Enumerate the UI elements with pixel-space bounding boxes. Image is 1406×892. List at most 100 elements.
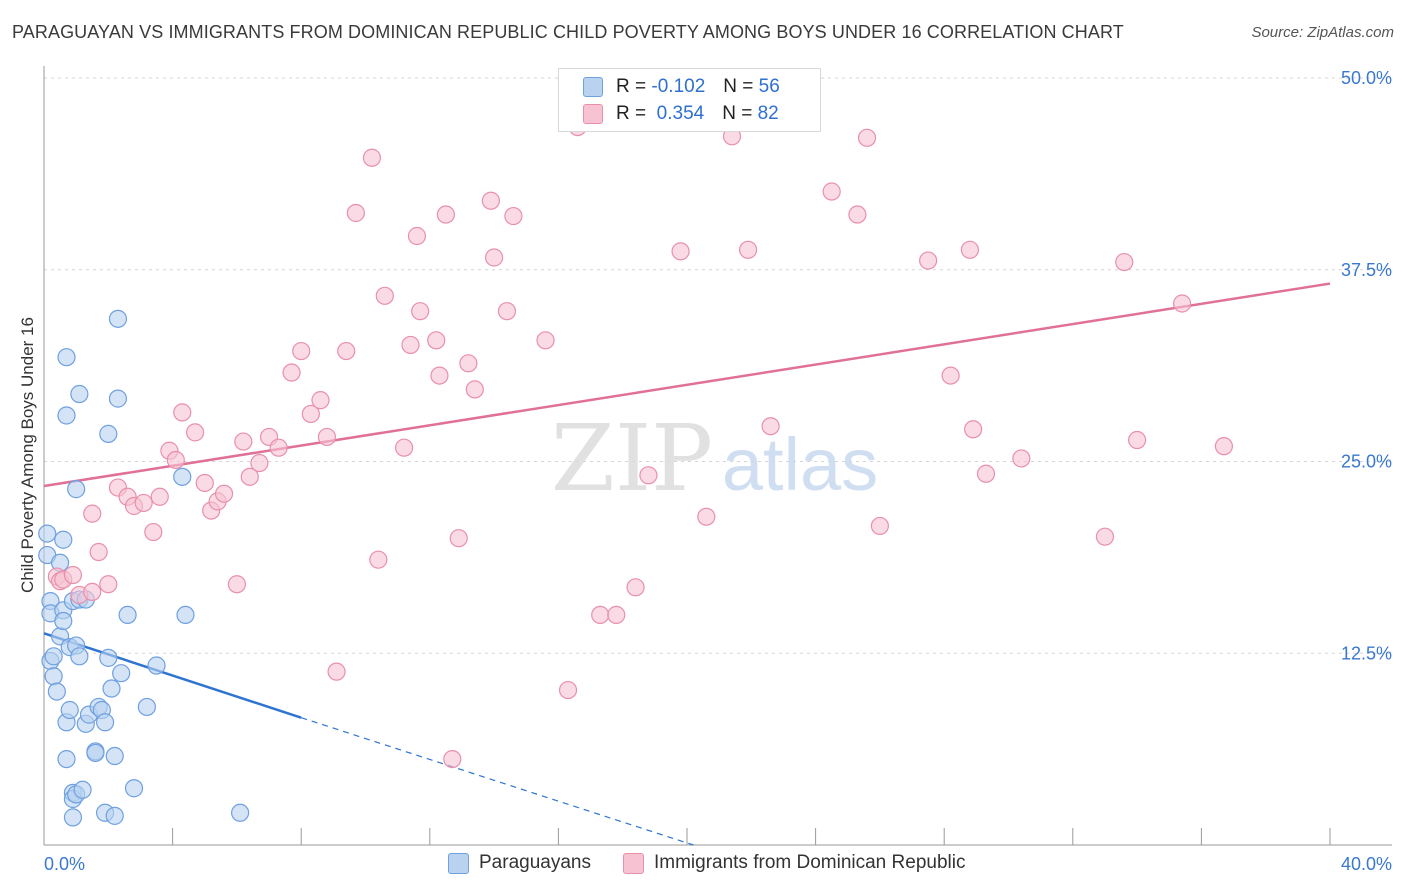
paraguayan-point bbox=[63, 808, 83, 827]
dominican-point bbox=[63, 565, 83, 585]
dominican-point bbox=[485, 248, 504, 267]
axes bbox=[43, 66, 1392, 846]
paraguayan-trend-extension bbox=[301, 717, 694, 846]
paraguayan-point bbox=[137, 697, 156, 717]
paraguayan-point bbox=[105, 806, 124, 825]
dominican-point bbox=[411, 302, 430, 321]
dominican-point bbox=[626, 578, 645, 597]
dominican-point bbox=[558, 680, 578, 700]
paraguayan-point bbox=[95, 713, 115, 732]
watermark-zip: ZIP bbox=[551, 405, 713, 512]
dominican-point bbox=[1115, 252, 1134, 272]
dominican-point bbox=[504, 206, 523, 226]
dominican-point bbox=[857, 128, 877, 147]
dominican-point bbox=[964, 420, 983, 439]
paraguayan-point bbox=[44, 667, 63, 686]
legend-row-paraguayans: R = -0.102 N = 56 bbox=[583, 75, 780, 99]
dominican-point bbox=[234, 432, 253, 451]
data-points bbox=[38, 117, 1234, 827]
paraguayan-point bbox=[99, 648, 118, 667]
dominican-point bbox=[301, 404, 320, 424]
dominican-point bbox=[401, 335, 420, 355]
legend-swatch-pink bbox=[583, 104, 603, 124]
paraguayan-point bbox=[54, 530, 73, 549]
paraguayan-point bbox=[112, 664, 131, 683]
dominican-point bbox=[497, 302, 517, 321]
legend-row-dominican: R = 0.354 N = 82 bbox=[583, 102, 779, 126]
dominican-point bbox=[738, 240, 758, 259]
dominican-point bbox=[671, 242, 690, 261]
dominican-point bbox=[822, 182, 841, 201]
legend-swatch-pink bbox=[622, 852, 644, 874]
dominican-point bbox=[337, 341, 356, 361]
trend-lines bbox=[43, 282, 1331, 846]
paraguayan-point bbox=[57, 348, 76, 367]
dominican-point bbox=[591, 605, 610, 625]
dominican-point bbox=[362, 148, 382, 167]
dominican-point bbox=[436, 205, 455, 224]
y-tick-label: 37.5% bbox=[1341, 260, 1392, 280]
paraguayan-point bbox=[102, 679, 121, 698]
dominican-point bbox=[848, 205, 867, 224]
dominican-point bbox=[214, 484, 234, 503]
dominican-point bbox=[607, 605, 626, 625]
paraguayan-point bbox=[231, 803, 250, 822]
paraguayan-point bbox=[38, 524, 57, 543]
paraguayan-point bbox=[105, 746, 124, 766]
legend-item-paraguayans: Paraguayans bbox=[448, 852, 591, 874]
dominican-point bbox=[195, 473, 214, 493]
paraguayan-point bbox=[60, 700, 79, 720]
dominican-point bbox=[639, 466, 658, 485]
series-legend: Paraguayans Immigrants from Dominican Re… bbox=[448, 852, 997, 874]
dominican-point bbox=[269, 438, 288, 457]
dominican-point bbox=[134, 493, 153, 513]
y-tick-label: 50.0% bbox=[1341, 68, 1392, 88]
dominican-point bbox=[1127, 430, 1147, 450]
paraguayan-point bbox=[67, 480, 86, 499]
paraguayan-point bbox=[124, 779, 144, 798]
dominican-point bbox=[465, 380, 484, 399]
dominican-point bbox=[394, 438, 414, 457]
legend-n-label: N = bbox=[722, 103, 753, 124]
dominican-point bbox=[941, 366, 960, 385]
dominican-point bbox=[1214, 437, 1234, 456]
dominican-point bbox=[317, 427, 337, 447]
chart-title: PARAGUAYAN VS IMMIGRANTS FROM DOMINICAN … bbox=[12, 22, 1124, 42]
dominican-point bbox=[83, 582, 102, 601]
paraguayan-point bbox=[44, 647, 63, 666]
dominican-point bbox=[282, 363, 301, 382]
dominican-point bbox=[186, 423, 205, 442]
dominican-point bbox=[430, 366, 449, 385]
legend-r-value: 0.354 bbox=[656, 103, 705, 124]
dominican-point bbox=[960, 240, 980, 259]
paraguayan-point bbox=[118, 605, 137, 625]
paraguayan-point bbox=[70, 647, 89, 666]
paraguayan-point bbox=[47, 682, 66, 701]
dominican-point bbox=[89, 542, 108, 562]
paraguayan-point bbox=[54, 611, 73, 631]
dominican-point bbox=[375, 286, 394, 305]
dominican-point bbox=[227, 575, 246, 594]
dominican-point bbox=[292, 341, 311, 361]
y-tick-label: 25.0% bbox=[1341, 452, 1392, 472]
dominican-point bbox=[150, 487, 169, 506]
legend-label-dominican: Immigrants from Dominican Republic bbox=[653, 852, 966, 873]
correlation-legend: R = -0.102 N = 56 R = 0.354 N = 82 bbox=[558, 68, 821, 132]
legend-r-value: -0.102 bbox=[651, 76, 706, 97]
dominican-point bbox=[173, 403, 192, 422]
legend-label-paraguayans: Paraguayans bbox=[479, 852, 591, 873]
dominican-point bbox=[311, 391, 330, 410]
dominican-point bbox=[459, 354, 478, 373]
legend-r-label: R = bbox=[616, 76, 647, 97]
dominican-point bbox=[83, 504, 102, 523]
paraguayan-trend-line bbox=[43, 632, 302, 719]
dominican-point bbox=[144, 522, 163, 542]
chart-source: Source: ZipAtlas.com bbox=[1251, 24, 1394, 41]
paraguayan-point bbox=[86, 743, 105, 763]
watermark-atlas: atlas bbox=[722, 423, 878, 506]
paraguayan-point bbox=[57, 406, 76, 425]
paraguayan-point bbox=[99, 424, 118, 443]
legend-swatch-blue bbox=[448, 852, 469, 874]
dominican-point bbox=[250, 453, 269, 473]
